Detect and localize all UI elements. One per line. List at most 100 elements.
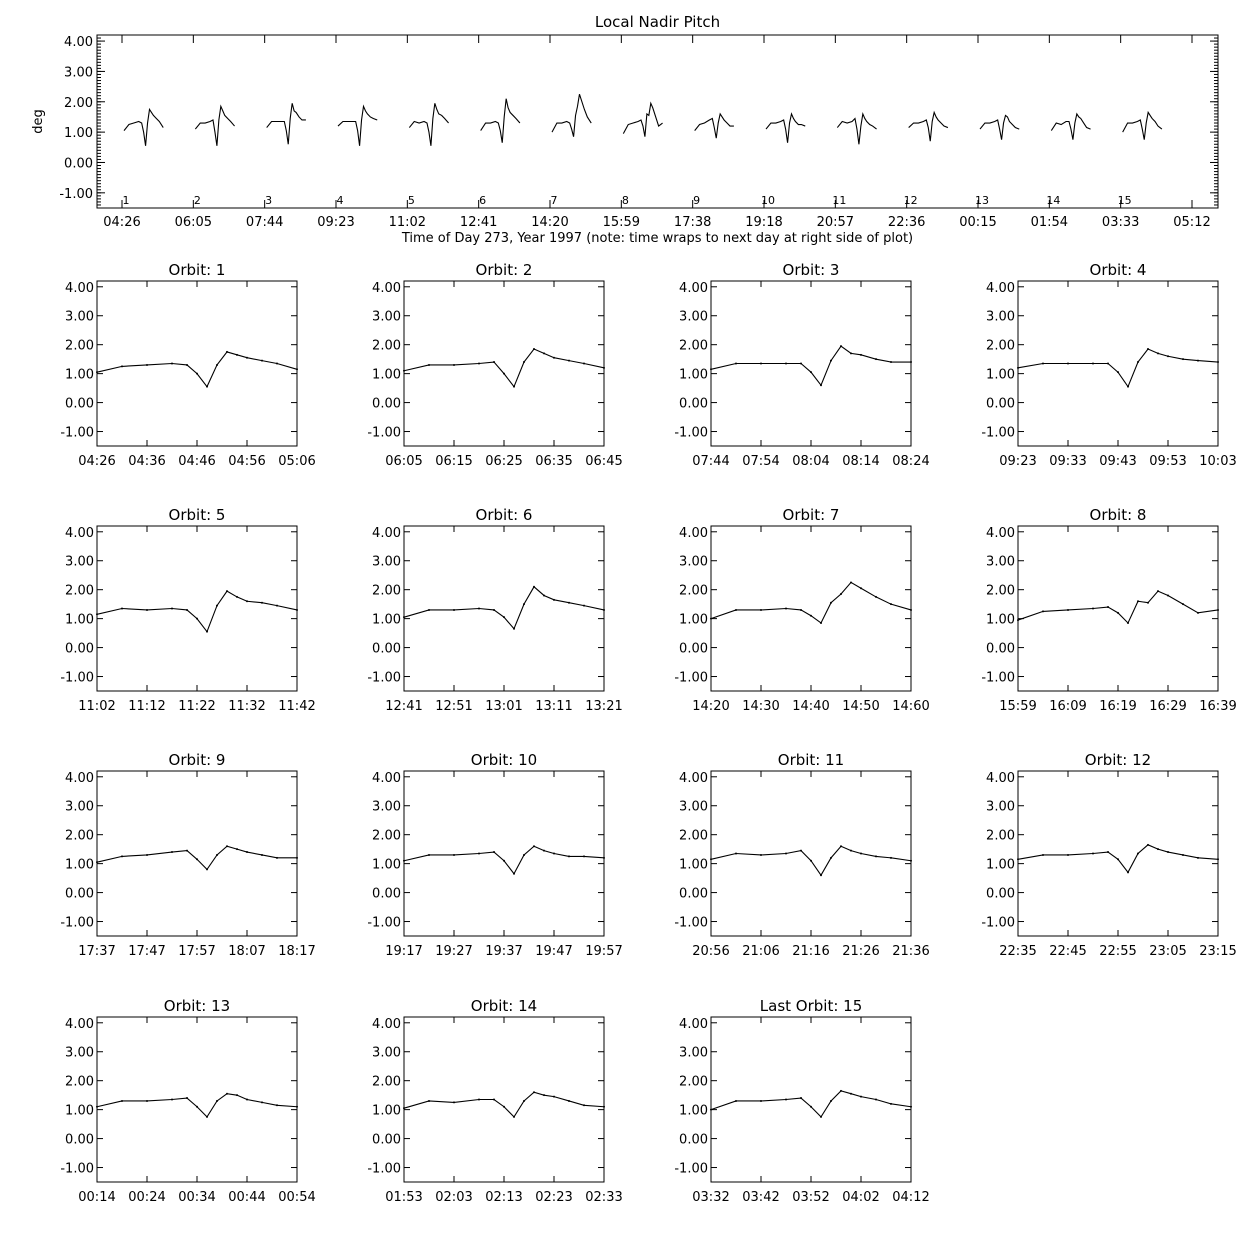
summary-xlabel: Time of Day 273, Year 1997 (note: time w… [401, 231, 913, 246]
orbit-ytick-label: 1.00 [372, 368, 401, 383]
orbit-xtick-label: 23:05 [1149, 944, 1186, 959]
orbit-ytick-label: 4.00 [65, 281, 94, 296]
orbit-xtick-label: 11:42 [278, 699, 315, 714]
orbit-xtick-label: 03:52 [792, 1190, 829, 1205]
summary-orbit-trace [551, 94, 592, 137]
orbit-xtick-label: 19:57 [585, 944, 622, 959]
orbit-data-point [478, 852, 480, 855]
orbit-data-point [261, 601, 263, 604]
orbit-data-point [503, 1105, 505, 1108]
orbit-ytick-label: -1.00 [674, 916, 708, 931]
orbit-ytick-label: 2.00 [986, 339, 1015, 354]
orbit-ytick-label: 3.00 [372, 800, 401, 815]
orbit-ytick-label: -1.00 [367, 1162, 401, 1177]
orbit-data-point [236, 353, 238, 356]
orbit-data-point [583, 855, 585, 858]
orbit-data-point [1017, 858, 1019, 861]
orbit-xtick-label: 03:32 [692, 1190, 729, 1205]
orbit-data-point [800, 362, 802, 365]
orbit-title: Orbit: 1 [169, 261, 226, 279]
orbit-panel: Orbit: 1 4.00 3.00 2.00 1.00 0.00 -1.00 04:26 04… [60, 261, 315, 469]
orbit-ytick-label: 1.00 [372, 1104, 401, 1119]
orbit-data-point [1042, 853, 1044, 856]
orbit-ytick-label: 3.00 [986, 800, 1015, 815]
orbit-data-point [1067, 608, 1069, 611]
orbit-data-point [428, 1099, 430, 1102]
orbit-data-point [1117, 858, 1119, 861]
orbit-plot-frame [96, 770, 298, 937]
orbit-xtick-label: 14:40 [792, 699, 829, 714]
orbit-data-point [1137, 600, 1139, 603]
orbit-data-point [1217, 858, 1219, 861]
orbit-xtick-label: 00:34 [178, 1190, 215, 1205]
orbit-ytick-label: 0.00 [679, 397, 708, 412]
orbit-data-point [523, 1099, 525, 1102]
orbit-data-point [760, 362, 762, 365]
orbit-xtick-label: 02:23 [535, 1190, 572, 1205]
orbit-ytick-label: 2.00 [65, 584, 94, 599]
orbit-data-point [568, 359, 570, 362]
orbit-data-point [1157, 352, 1159, 355]
orbit-ytick-label: 4.00 [986, 526, 1015, 541]
orbit-data-point [760, 608, 762, 611]
orbit-ytick-label: 4.00 [986, 281, 1015, 296]
summary-xtick-label: 15:59 [603, 215, 640, 230]
orbit-ytick-label: 2.00 [65, 829, 94, 844]
orbit-data-point [1107, 606, 1109, 609]
orbit-data-point [543, 352, 545, 355]
orbit-data-point [850, 352, 852, 355]
orbit-data-point [206, 1115, 208, 1118]
orbit-data-point [800, 608, 802, 611]
orbit-data-point [493, 608, 495, 611]
orbit-xtick-label: 03:42 [742, 1190, 779, 1205]
summary-orbit-trace [480, 98, 521, 143]
orbit-xtick-label: 02:13 [485, 1190, 522, 1205]
orbit-pitch-trace [96, 351, 298, 388]
orbit-xtick-label: 11:02 [78, 699, 115, 714]
orbit-data-point [710, 858, 712, 861]
orbit-ytick-label: 3.00 [65, 1046, 94, 1061]
orbit-data-point [196, 372, 198, 375]
orbit-data-point [1067, 362, 1069, 365]
orbit-data-point [785, 852, 787, 855]
orbit-ytick-label: 0.00 [372, 1133, 401, 1148]
orbit-ytick-label: -1.00 [367, 916, 401, 931]
orbit-ytick-label: 3.00 [372, 310, 401, 325]
orbit-plot-frame [96, 280, 298, 447]
orbit-ytick-label: 4.00 [372, 526, 401, 541]
orbit-data-point [523, 853, 525, 856]
orbit-xtick-label: 16:29 [1149, 699, 1186, 714]
orbit-data-point [840, 345, 842, 348]
orbit-data-point [246, 1098, 248, 1101]
orbit-ytick-label: 0.00 [679, 1133, 708, 1148]
orbit-data-point [216, 853, 218, 856]
orbit-data-point [121, 365, 123, 368]
orbit-xtick-label: 19:37 [485, 944, 522, 959]
orbit-ytick-label: 4.00 [679, 281, 708, 296]
orbit-pitch-trace [403, 585, 605, 630]
summary-orbit-label: 13 [975, 194, 989, 207]
orbit-data-point [296, 1105, 298, 1108]
summary-xtick-label: 20:57 [817, 215, 854, 230]
orbit-data-point [553, 1095, 555, 1098]
orbit-data-point [1147, 843, 1149, 846]
orbit-data-point [735, 608, 737, 611]
orbit-data-point [246, 851, 248, 854]
orbit-data-point [820, 1115, 822, 1118]
orbit-ytick-label: 2.00 [372, 829, 401, 844]
orbit-title: Orbit: 10 [471, 751, 537, 769]
orbit-ytick-label: 1.00 [65, 1104, 94, 1119]
orbit-xtick-label: 00:14 [78, 1190, 115, 1205]
orbit-data-point [860, 353, 862, 356]
orbit-data-point [428, 853, 430, 856]
orbit-data-point [1167, 594, 1169, 597]
orbit-data-point [246, 600, 248, 603]
orbit-xtick-label: 06:05 [385, 454, 422, 469]
orbit-data-point [760, 853, 762, 856]
orbit-ytick-label: 4.00 [372, 281, 401, 296]
orbit-data-point [1042, 610, 1044, 613]
orbit-data-point [850, 849, 852, 852]
summary-title: Local Nadir Pitch [595, 13, 720, 31]
orbit-xtick-label: 22:55 [1099, 944, 1136, 959]
orbit-panel: Orbit: 8 4.00 3.00 2.00 1.00 0.00 -1.00 15:59 16… [981, 506, 1236, 714]
